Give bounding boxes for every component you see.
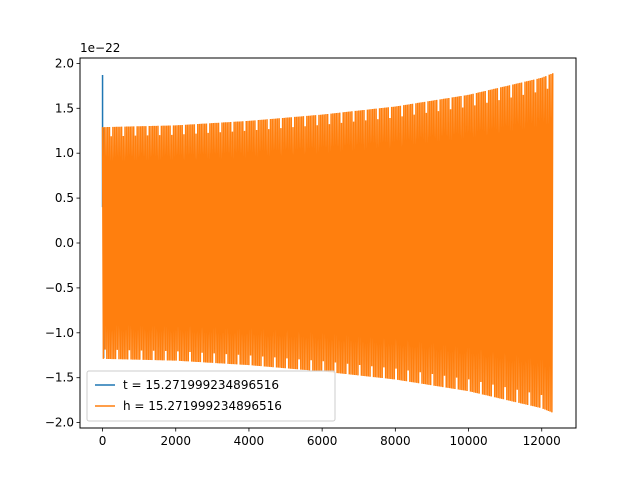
legend-label: t = 15.271999234896516 <box>123 378 279 392</box>
y-tick-label: −0.5 <box>45 281 74 295</box>
y-axis: 2.0 1.5 1.0 0.5 0.0 −0.5 −1.0 −1.5 −2.0 <box>45 56 80 430</box>
y-tick-label: 2.0 <box>55 56 74 70</box>
series-h-line <box>101 73 554 413</box>
x-tick-label: 12000 <box>523 434 561 448</box>
legend-label: h = 15.271999234896516 <box>123 399 282 413</box>
x-tick-label: 4000 <box>234 434 265 448</box>
x-tick-label: 6000 <box>307 434 338 448</box>
legend-box <box>86 370 336 422</box>
x-tick-label: 10000 <box>449 434 487 448</box>
y-tick-label: 0.0 <box>55 236 74 250</box>
x-axis: 0 2000 4000 6000 8000 10000 12000 <box>99 428 561 448</box>
y-tick-label: −1.5 <box>45 371 74 385</box>
y-tick-label: 1.5 <box>55 101 74 115</box>
legend: t = 15.271999234896516 h = 15.27199923489… <box>86 370 336 422</box>
y-offset-label: 1e−22 <box>80 41 120 55</box>
y-tick-label: 0.5 <box>55 191 74 205</box>
y-tick-label: −1.0 <box>45 326 74 340</box>
y-tick-label: −2.0 <box>45 416 74 430</box>
x-tick-label: 0 <box>99 434 107 448</box>
y-tick-label: 1.0 <box>55 146 74 160</box>
x-tick-label: 2000 <box>160 434 191 448</box>
plot-area <box>101 73 554 413</box>
x-tick-label: 8000 <box>380 434 411 448</box>
